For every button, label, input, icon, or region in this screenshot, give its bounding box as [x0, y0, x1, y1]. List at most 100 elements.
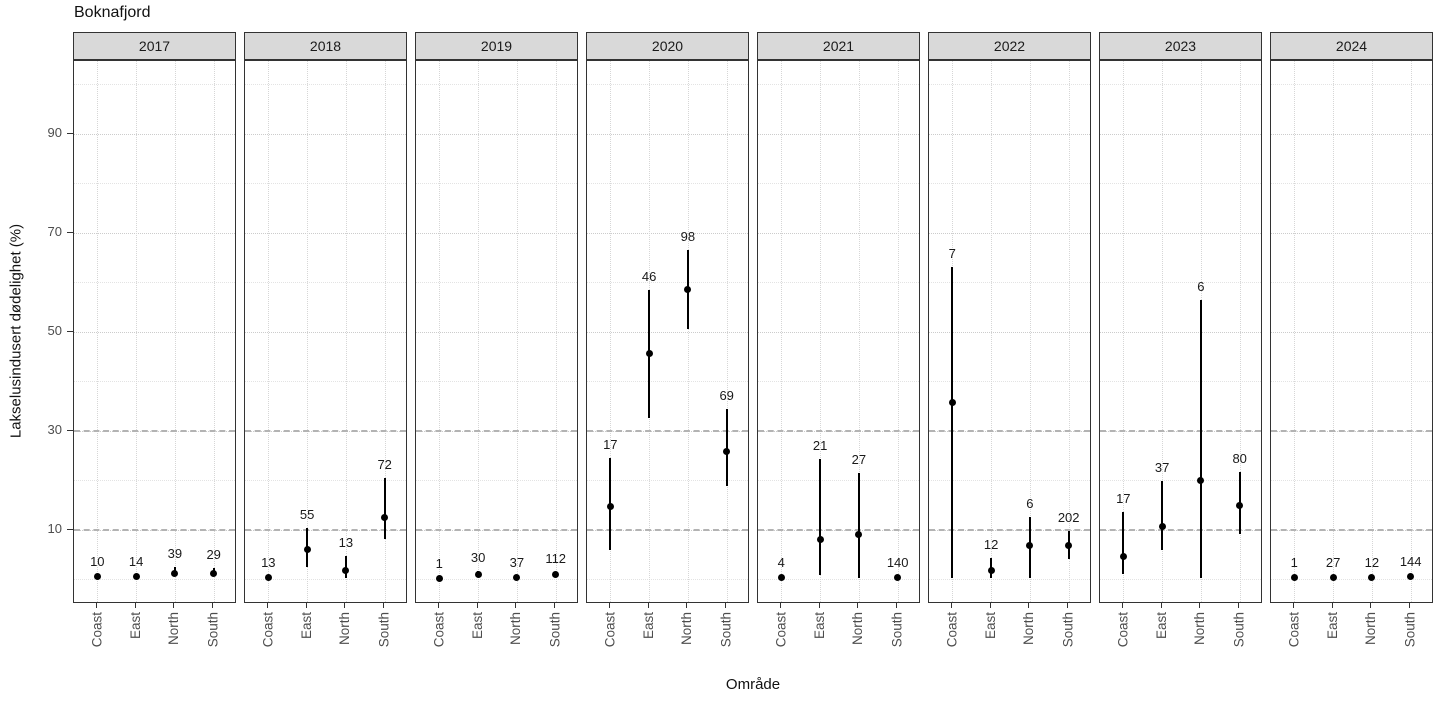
- data-point: [132, 573, 140, 581]
- dashed-reference-line: [929, 528, 1090, 531]
- confidence-interval-bar: [1122, 512, 1125, 575]
- gridline-major: [74, 133, 235, 135]
- x-tick-mark: [1121, 603, 1123, 608]
- gridline-minor: [416, 579, 577, 580]
- x-tick-label-east: East: [127, 612, 143, 640]
- gridline-major: [587, 331, 748, 333]
- gridline-minor: [587, 579, 748, 580]
- x-tick-mark: [383, 603, 385, 608]
- gridline-minor: [758, 282, 919, 283]
- confidence-interval-bar: [951, 267, 954, 578]
- facet-strip: 2019: [415, 32, 578, 60]
- data-point: [1329, 574, 1337, 581]
- facet-strip: 2024: [1270, 32, 1433, 60]
- data-point: [474, 570, 482, 578]
- facet-strip: 2020: [586, 32, 749, 60]
- data-point: [1290, 574, 1298, 581]
- gridline-minor: [929, 84, 1090, 85]
- gridline-minor: [758, 579, 919, 580]
- gridline-major: [587, 133, 748, 135]
- facet-2020: 2020 17 46 98 69 Coast East North South: [586, 32, 749, 672]
- x-tick-mark: [686, 603, 688, 608]
- gridline-minor: [758, 183, 919, 184]
- gridline-vertical: [307, 61, 309, 602]
- data-point: [1119, 552, 1127, 560]
- gridline-minor: [1100, 579, 1261, 580]
- dashed-reference-line: [587, 429, 748, 432]
- data-point: [1197, 477, 1205, 485]
- facet-strip: 2018: [244, 32, 407, 60]
- x-tick-mark: [1067, 603, 1069, 608]
- confidence-interval-bar: [857, 472, 860, 578]
- data-point: [93, 573, 101, 581]
- y-tick-mark: [67, 330, 73, 332]
- data-point: [684, 285, 692, 293]
- gridline-major: [758, 331, 919, 333]
- gridline-major: [1100, 331, 1261, 333]
- y-tick-label: 90: [47, 124, 62, 140]
- data-point: [381, 513, 389, 521]
- count-label: 27: [1325, 555, 1341, 571]
- data-point: [210, 570, 218, 578]
- gridline-vertical: [991, 61, 993, 602]
- x-tick-label-east: East: [982, 612, 998, 640]
- count-label: 37: [1154, 459, 1170, 475]
- gridline-minor: [416, 84, 577, 85]
- gridline-vertical: [555, 61, 557, 602]
- count-label: 112: [545, 550, 567, 566]
- gridline-minor: [1271, 381, 1432, 382]
- x-tick-mark: [725, 603, 727, 608]
- x-tick-mark: [950, 603, 952, 608]
- count-label: 37: [509, 555, 525, 571]
- x-tick-label-north: North: [1363, 612, 1379, 646]
- facet-panel: 10 14 39 29: [73, 60, 236, 603]
- y-tick-label: 10: [47, 520, 62, 536]
- dashed-reference-line: [74, 429, 235, 432]
- count-label: 30: [470, 550, 486, 566]
- facet-2023: 2023 17 37 6 80 Coast East North South: [1099, 32, 1262, 672]
- gridline-minor: [245, 84, 406, 85]
- gridline-minor: [587, 381, 748, 382]
- count-label: 13: [261, 555, 276, 571]
- count-label: 98: [680, 229, 696, 245]
- gridline-minor: [416, 282, 577, 283]
- data-point: [1158, 522, 1166, 530]
- gridline-minor: [74, 579, 235, 580]
- x-tick-mark: [344, 603, 346, 608]
- gridline-major: [245, 232, 406, 234]
- x-tick-label-east: East: [811, 612, 827, 640]
- x-tick-mark: [1370, 603, 1372, 608]
- gridline-minor: [758, 480, 919, 481]
- data-point: [1368, 574, 1376, 581]
- gridline-vertical: [268, 61, 270, 602]
- x-tick-mark: [1028, 603, 1030, 608]
- data-point: [777, 574, 785, 581]
- x-tick-label-north: North: [508, 612, 524, 646]
- gridline-major: [1271, 232, 1432, 234]
- gridline-vertical: [1123, 61, 1125, 602]
- facet-2017: 2017 10 14 39 29 Coast East North South: [73, 32, 236, 672]
- data-point: [264, 574, 272, 581]
- gridline-major: [1100, 232, 1261, 234]
- x-tick-label-coast: Coast: [943, 612, 959, 648]
- count-label: 80: [1232, 451, 1247, 467]
- dashed-reference-line: [1271, 528, 1432, 531]
- count-label: 29: [206, 546, 221, 562]
- gridline-minor: [245, 480, 406, 481]
- gridline-major: [758, 133, 919, 135]
- data-point: [987, 566, 995, 574]
- gridline-major: [1271, 331, 1432, 333]
- count-label: 140: [886, 555, 909, 571]
- gridline-minor: [1271, 282, 1432, 283]
- data-point: [1065, 542, 1073, 550]
- gridline-minor: [245, 183, 406, 184]
- x-tick-mark: [515, 603, 517, 608]
- gridline-vertical: [897, 61, 899, 602]
- confidence-interval-bar: [383, 478, 386, 539]
- gridline-minor: [929, 183, 1090, 184]
- gridline-minor: [587, 480, 748, 481]
- facet-2021: 2021 4 21 27 140 Coast East North South: [757, 32, 920, 672]
- gridline-minor: [1100, 480, 1261, 481]
- x-tick-label-south: South: [1231, 612, 1247, 648]
